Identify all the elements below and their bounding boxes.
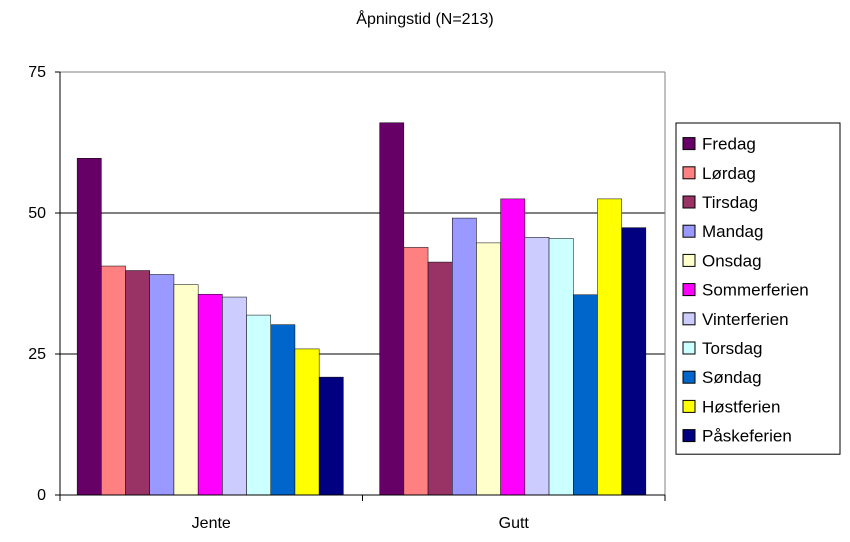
bar-vinterferien-jente: [222, 296, 247, 496]
legend-swatch-søndag: [682, 370, 696, 384]
y-tick-label: 25: [28, 346, 46, 363]
bar-onsdag-jente: [173, 284, 199, 496]
legend-label-påskeferien: Påskeferien: [702, 427, 792, 446]
bar-søndag-jente: [270, 324, 296, 496]
y-tick-label: 50: [28, 205, 46, 222]
legend-swatch-fredag: [682, 137, 696, 151]
x-tick-label: Gutt: [499, 515, 530, 532]
legend-label-mandag: Mandag: [702, 222, 763, 241]
bar-høstferien-gutt: [597, 198, 622, 496]
bar-mandag-gutt: [452, 217, 477, 496]
legend-swatch-vinterferien: [682, 312, 696, 326]
bar-fredag-jente: [76, 158, 102, 496]
bar-torsdag-jente: [246, 314, 272, 496]
legend-label-søndag: Søndag: [702, 368, 762, 387]
bar-påskeferien-jente: [318, 376, 344, 496]
legend-swatch-sommerferien: [682, 283, 696, 297]
legend-label-lørdag: Lørdag: [702, 164, 756, 183]
y-tick-label: 0: [37, 487, 46, 504]
legend-label-høstferien: Høstferien: [702, 397, 780, 416]
bar-høstferien-jente: [294, 348, 320, 496]
legend-label-onsdag: Onsdag: [702, 251, 762, 270]
legend-swatch-torsdag: [682, 341, 696, 355]
bar-påskeferien-gutt: [621, 227, 647, 496]
legend-label-fredag: Fredag: [702, 135, 756, 154]
bar-lørdag-jente: [101, 265, 126, 496]
plot-area: Jente Gutt 0 25 50 75: [28, 64, 666, 532]
legend-swatch-lørdag: [682, 166, 696, 180]
legend-swatch-onsdag: [682, 253, 696, 267]
bar-mandag-jente: [149, 274, 175, 496]
legend-label-tirsdag: Tirsdag: [702, 193, 758, 212]
bar-fredag-gutt: [379, 122, 405, 496]
bar-tirsdag-gutt: [427, 261, 453, 496]
chart-title: Åpningstid (N=213): [356, 9, 493, 28]
bar-lørdag-gutt: [403, 247, 429, 496]
bar-søndag-gutt: [573, 294, 598, 496]
legend-box: [675, 122, 841, 455]
legend-swatch-mandag: [682, 224, 696, 238]
bar-sommerferien-gutt: [500, 198, 526, 496]
legend-swatch-tirsdag: [682, 195, 696, 209]
bar-torsdag-gutt: [548, 238, 574, 496]
legend-swatch-påskeferien: [682, 429, 696, 443]
legend: Fredag Lørdag Tirsdag Mandag Onsdag Sommerfer…: [675, 122, 841, 455]
legend-swatch-høstferien: [682, 399, 696, 413]
bar-onsdag-gutt: [476, 242, 501, 496]
x-tick-label: Jente: [192, 515, 231, 532]
legend-label-torsdag: Torsdag: [702, 339, 762, 358]
bar-tirsdag-jente: [125, 270, 151, 496]
bar-vinterferien-gutt: [524, 237, 550, 496]
legend-label-sommerferien: Sommerferien: [702, 281, 809, 300]
legend-label-vinterferien: Vinterferien: [702, 310, 789, 329]
y-tick-label: 75: [28, 64, 46, 81]
bar-sommerferien-jente: [197, 293, 223, 496]
